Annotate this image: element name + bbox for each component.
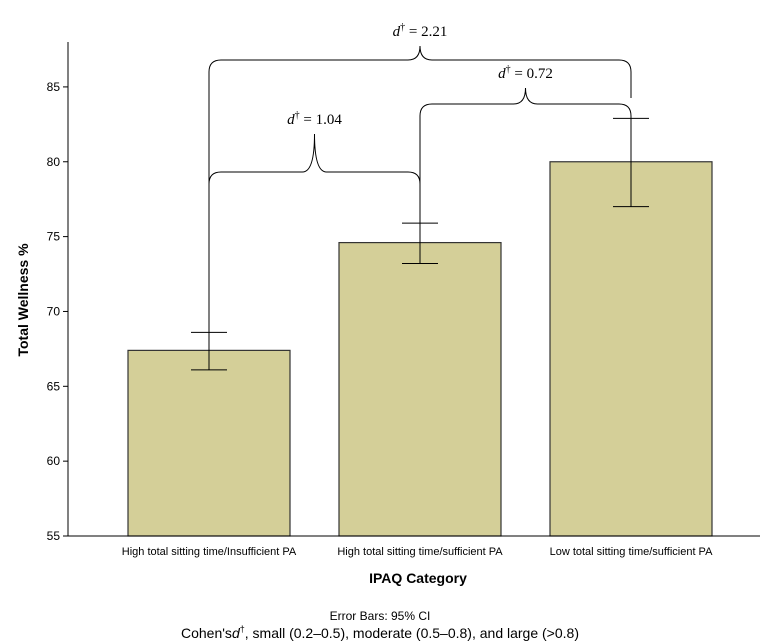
y-tick-label: 55 <box>47 529 61 543</box>
effect-size-value: = 1.04 <box>300 112 343 128</box>
bar-2 <box>338 241 502 537</box>
axes-group <box>67 42 760 537</box>
annotation-brackets-group: d† = 2.21d† = 0.72d† = 1.04 <box>208 22 632 336</box>
error-bars-footnote: Error Bars: 95% CI <box>330 609 431 623</box>
effect-size-dagger: † <box>506 64 511 75</box>
effect-size-label: d† = 2.21 <box>393 22 448 40</box>
effect-size-label: d† = 1.04 <box>287 110 342 128</box>
x-tick-label: Low total sitting time/sufficient PA <box>550 546 713 558</box>
x-tick-label: High total sitting time/sufficient PA <box>337 546 503 558</box>
y-tick-label: 85 <box>47 80 61 94</box>
effect-size-symbol: d <box>393 24 401 40</box>
bracket-1 <box>208 45 632 73</box>
y-tick-label: 80 <box>47 155 61 169</box>
effect-size-dagger: † <box>295 110 300 121</box>
bracket-3 <box>208 133 421 185</box>
x-tick-label: High total sitting time/Insufficient PA <box>122 546 297 558</box>
cohen-footnote: Cohen'sd†, small (0.2–0.5), moderate (0.… <box>181 624 579 641</box>
y-axis-label: Total Wellness % <box>15 243 31 357</box>
effect-size-symbol: d <box>498 66 506 82</box>
cohen-footnote-prefix: Cohen's <box>181 625 232 641</box>
bar-3 <box>549 161 713 537</box>
y-ticks-group: 55 60 65 70 75 80 85 <box>47 80 68 543</box>
y-tick-label: 70 <box>47 304 61 318</box>
x-category-labels-group: High total sitting time/Insufficient PA H… <box>122 546 713 558</box>
cohen-footnote-symbol: d <box>232 625 241 641</box>
x-axis-label: IPAQ Category <box>369 570 467 586</box>
bar-1 <box>127 349 291 537</box>
cohen-footnote-dagger: † <box>240 624 245 634</box>
y-tick-label: 75 <box>47 230 61 244</box>
effect-size-value: = 0.72 <box>511 66 553 82</box>
bracket-2 <box>419 87 632 117</box>
effect-size-value: = 2.21 <box>405 24 447 40</box>
y-tick-label: 65 <box>47 379 61 393</box>
effect-size-symbol: d <box>287 112 295 128</box>
effect-size-label: d† = 0.72 <box>498 64 553 82</box>
effect-size-dagger: † <box>400 22 405 33</box>
cohen-footnote-suffix: , small (0.2–0.5), moderate (0.5–0.8), a… <box>245 625 579 641</box>
y-tick-label: 60 <box>47 454 61 468</box>
